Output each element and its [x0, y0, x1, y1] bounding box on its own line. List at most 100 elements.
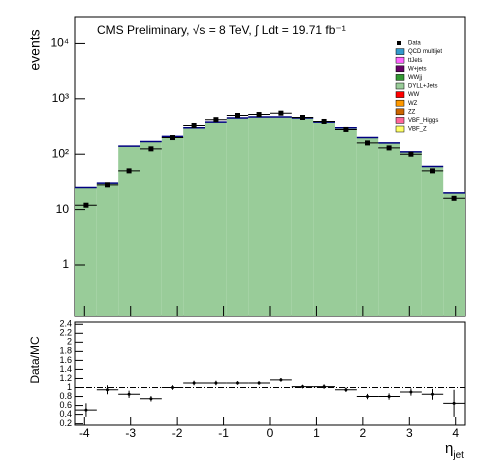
histogram-bar [118, 146, 140, 316]
data-point [126, 168, 132, 174]
histogram-bar [75, 187, 97, 316]
x-label: ηjet [445, 440, 464, 461]
data-point [83, 202, 89, 208]
x-label-main: η [445, 440, 453, 457]
legend-swatch [395, 99, 405, 107]
ratio-point [171, 386, 174, 390]
data-point [213, 117, 219, 123]
data-point [451, 195, 457, 201]
legend-label: VBF_Z [408, 127, 427, 133]
histogram-bar [270, 116, 292, 316]
data-point [278, 110, 284, 116]
data-point [365, 140, 370, 146]
legend-swatch [395, 48, 405, 55]
histogram-bar [291, 118, 314, 316]
ratio-y-tick-label: 1.8 [59, 346, 72, 356]
data-point [343, 126, 349, 132]
x-tick-label: 2 [360, 426, 367, 440]
ratio-point [192, 381, 196, 385]
ratio-y-tick-label: 2.4 [59, 319, 72, 329]
histogram-bar [183, 127, 205, 316]
legend-label: Data [408, 41, 421, 47]
histogram-bar [443, 192, 465, 316]
data-point [235, 112, 240, 118]
ratio-y-tick-label: 1 [67, 382, 72, 392]
legend-label: WZ [408, 101, 418, 107]
histogram-bar [378, 142, 400, 316]
ratio-point [257, 381, 261, 385]
y-tick-label: 10² [52, 146, 69, 160]
ratio-y-tick-label: 1.4 [59, 364, 72, 374]
ratio-point [344, 388, 348, 392]
legend-swatch [395, 91, 405, 98]
legend-label: VBF_Higgs [408, 118, 438, 124]
legend-swatch [395, 108, 405, 116]
histogram-bar [161, 136, 184, 316]
y-tick-label: 10⁴ [50, 36, 69, 50]
x-tick-label: -1 [218, 426, 229, 440]
data-point [256, 112, 262, 118]
ratio-frame [74, 321, 466, 426]
data-point [148, 146, 154, 152]
ratio-point [84, 408, 88, 412]
y-label: events [27, 29, 43, 70]
x-tick-label: 4 [452, 426, 459, 440]
histogram-bar [248, 116, 270, 316]
ratio-point [106, 388, 109, 392]
x-tick-label: -2 [172, 426, 183, 440]
x-tick-label: 1 [313, 426, 320, 440]
x-tick-label: -3 [125, 426, 136, 440]
legend-label: QCD multijet [408, 49, 442, 55]
ratio-y-tick-label: 0.8 [59, 391, 72, 401]
legend-swatch [395, 117, 405, 124]
legend-swatch [395, 125, 405, 133]
data-point [170, 135, 175, 141]
ratio-point [366, 395, 369, 399]
legend-label: ZZ [408, 109, 416, 115]
ratio-y-label: Data/MC [28, 336, 42, 384]
legend-marker [397, 41, 401, 45]
legend-swatch [395, 82, 405, 90]
histogram-bar [400, 151, 422, 316]
x-label-sub: jet [452, 450, 464, 461]
histogram-bar [335, 127, 357, 316]
ratio-y-tick-label: 0.6 [59, 400, 72, 410]
ratio-point [409, 390, 413, 394]
ratio-point [387, 395, 391, 399]
x-tick-label: -4 [79, 426, 90, 440]
ratio-y-tick-label: 1.2 [59, 373, 72, 383]
x-tick-label: 0 [267, 426, 274, 440]
data-point [105, 182, 110, 188]
ratio-y-tick-label: 0.2 [59, 418, 72, 428]
histogram-bar [140, 141, 162, 316]
legend-swatch [395, 65, 405, 73]
ratio-point [322, 385, 326, 389]
histogram-bar [205, 122, 227, 317]
data-point [430, 168, 435, 174]
ratio-y-tick-label: 2.2 [59, 328, 72, 338]
ratio-point [214, 381, 218, 385]
ratio-point [452, 401, 456, 405]
data-point [321, 118, 327, 124]
data-point [386, 145, 392, 151]
x-tick-label: 3 [406, 426, 413, 440]
y-tick-label: 10³ [52, 91, 69, 105]
legend-label: WWjj [408, 75, 422, 81]
histogram-bar [356, 137, 379, 316]
chart-title: CMS Preliminary, √s = 8 TeV, ∫ Ldt = 19.… [97, 23, 346, 37]
ratio-point [149, 397, 153, 401]
legend-swatch [395, 74, 405, 81]
legend-swatch [395, 56, 405, 64]
legend-label: ttJets [408, 58, 422, 64]
data-point [300, 115, 305, 121]
ratio-y-tick-label: 2 [67, 337, 72, 347]
legend-label: DYLL+Jets [408, 84, 438, 90]
histogram-bar [96, 183, 119, 316]
ratio-point [431, 392, 434, 396]
data-point [408, 151, 414, 157]
ratio-point [279, 378, 283, 382]
ratio-point [127, 392, 131, 396]
histogram-bar [313, 122, 335, 317]
y-tick-label: 1 [62, 257, 69, 271]
